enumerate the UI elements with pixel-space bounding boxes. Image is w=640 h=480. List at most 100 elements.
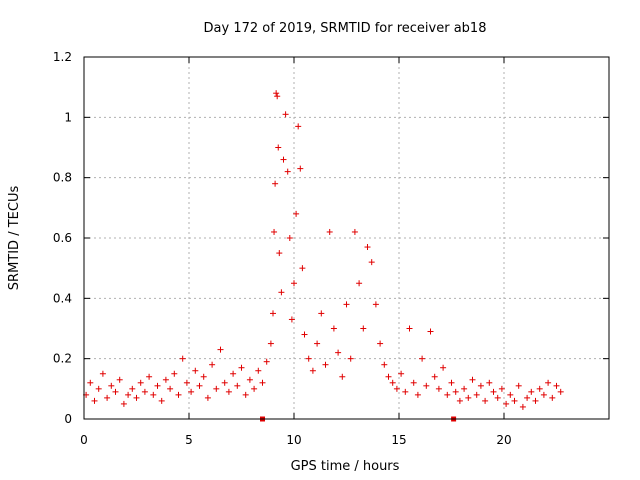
data-point	[360, 325, 367, 332]
data-point	[406, 325, 413, 332]
data-point	[549, 394, 556, 401]
data-point	[204, 394, 211, 401]
y-tick-label: 0.6	[53, 231, 72, 245]
data-point	[217, 346, 224, 353]
data-point	[511, 397, 518, 404]
data-point	[444, 391, 451, 398]
data-point	[435, 385, 442, 392]
data-point	[209, 361, 216, 368]
data-point	[108, 382, 115, 389]
data-point	[532, 397, 539, 404]
data-point	[246, 376, 253, 383]
data-point	[351, 228, 358, 235]
data-point	[326, 228, 333, 235]
data-point	[414, 391, 421, 398]
data-point	[297, 165, 304, 172]
data-point	[272, 180, 279, 187]
data-point	[295, 123, 302, 130]
grid	[84, 57, 609, 419]
data-point	[309, 367, 316, 374]
data-point	[553, 382, 560, 389]
data-point	[87, 379, 94, 386]
data-point	[255, 367, 262, 374]
data-point	[314, 340, 321, 347]
data-point	[129, 385, 136, 392]
data-point	[125, 391, 132, 398]
x-axis-title: GPS time / hours	[291, 459, 400, 474]
data-point	[498, 385, 505, 392]
data-point	[452, 388, 459, 395]
data-point	[286, 235, 293, 241]
x-tick-label: 5	[185, 433, 193, 447]
data-point	[419, 355, 426, 362]
data-point	[423, 382, 430, 389]
data-point	[259, 379, 266, 386]
data-point	[133, 394, 140, 401]
data-point	[162, 376, 169, 383]
data-point	[271, 228, 278, 235]
data-point	[179, 355, 186, 362]
data-point	[150, 391, 157, 398]
data-point	[389, 379, 396, 386]
data-point	[477, 382, 484, 389]
data-point	[282, 111, 289, 118]
x-tick-label: 10	[286, 433, 301, 447]
data-point	[213, 385, 220, 392]
y-tick-label: 0.2	[53, 352, 72, 366]
data-point	[335, 349, 342, 356]
data-point	[267, 340, 274, 347]
data-point	[393, 385, 400, 392]
data-point	[234, 382, 241, 389]
data-point	[381, 361, 388, 368]
data-point	[280, 156, 287, 163]
y-tick-label: 0.4	[53, 291, 72, 305]
data-point	[146, 373, 153, 380]
data-point	[385, 373, 392, 380]
data-point	[519, 403, 526, 410]
data-point	[288, 316, 295, 323]
data-point	[410, 379, 417, 386]
data-point	[339, 373, 346, 380]
data-point	[540, 391, 547, 398]
data-point	[112, 388, 119, 395]
data-point	[398, 370, 405, 377]
data-point	[486, 379, 493, 386]
data-point	[200, 373, 207, 380]
data-point	[377, 340, 384, 347]
data-point	[301, 331, 308, 338]
data-point	[293, 210, 300, 217]
data-point	[490, 388, 497, 395]
data-point	[192, 367, 199, 374]
data-point	[456, 397, 463, 404]
data-point	[343, 301, 350, 308]
data-points	[83, 90, 564, 422]
data-point	[196, 382, 203, 389]
data-point	[171, 370, 178, 377]
data-point	[120, 400, 127, 407]
data-point	[95, 385, 102, 392]
data-point	[494, 394, 501, 401]
data-point	[284, 168, 291, 175]
data-point	[270, 310, 276, 317]
data-point	[469, 376, 476, 383]
y-tick-label: 0	[64, 412, 72, 426]
data-point	[305, 355, 312, 362]
data-point	[372, 301, 379, 308]
data-point	[230, 370, 237, 377]
data-point	[141, 388, 148, 395]
y-tick-label: 1.2	[53, 50, 72, 64]
x-tick-label: 20	[496, 433, 511, 447]
data-point	[364, 244, 371, 251]
data-point	[368, 259, 375, 266]
data-point	[507, 391, 514, 398]
y-tick-label: 0.8	[53, 171, 72, 185]
data-point	[278, 289, 285, 296]
data-point	[356, 280, 363, 287]
data-point	[322, 361, 329, 368]
data-point	[431, 373, 438, 380]
data-point	[482, 397, 489, 404]
data-point	[448, 379, 455, 386]
data-point	[528, 388, 535, 395]
